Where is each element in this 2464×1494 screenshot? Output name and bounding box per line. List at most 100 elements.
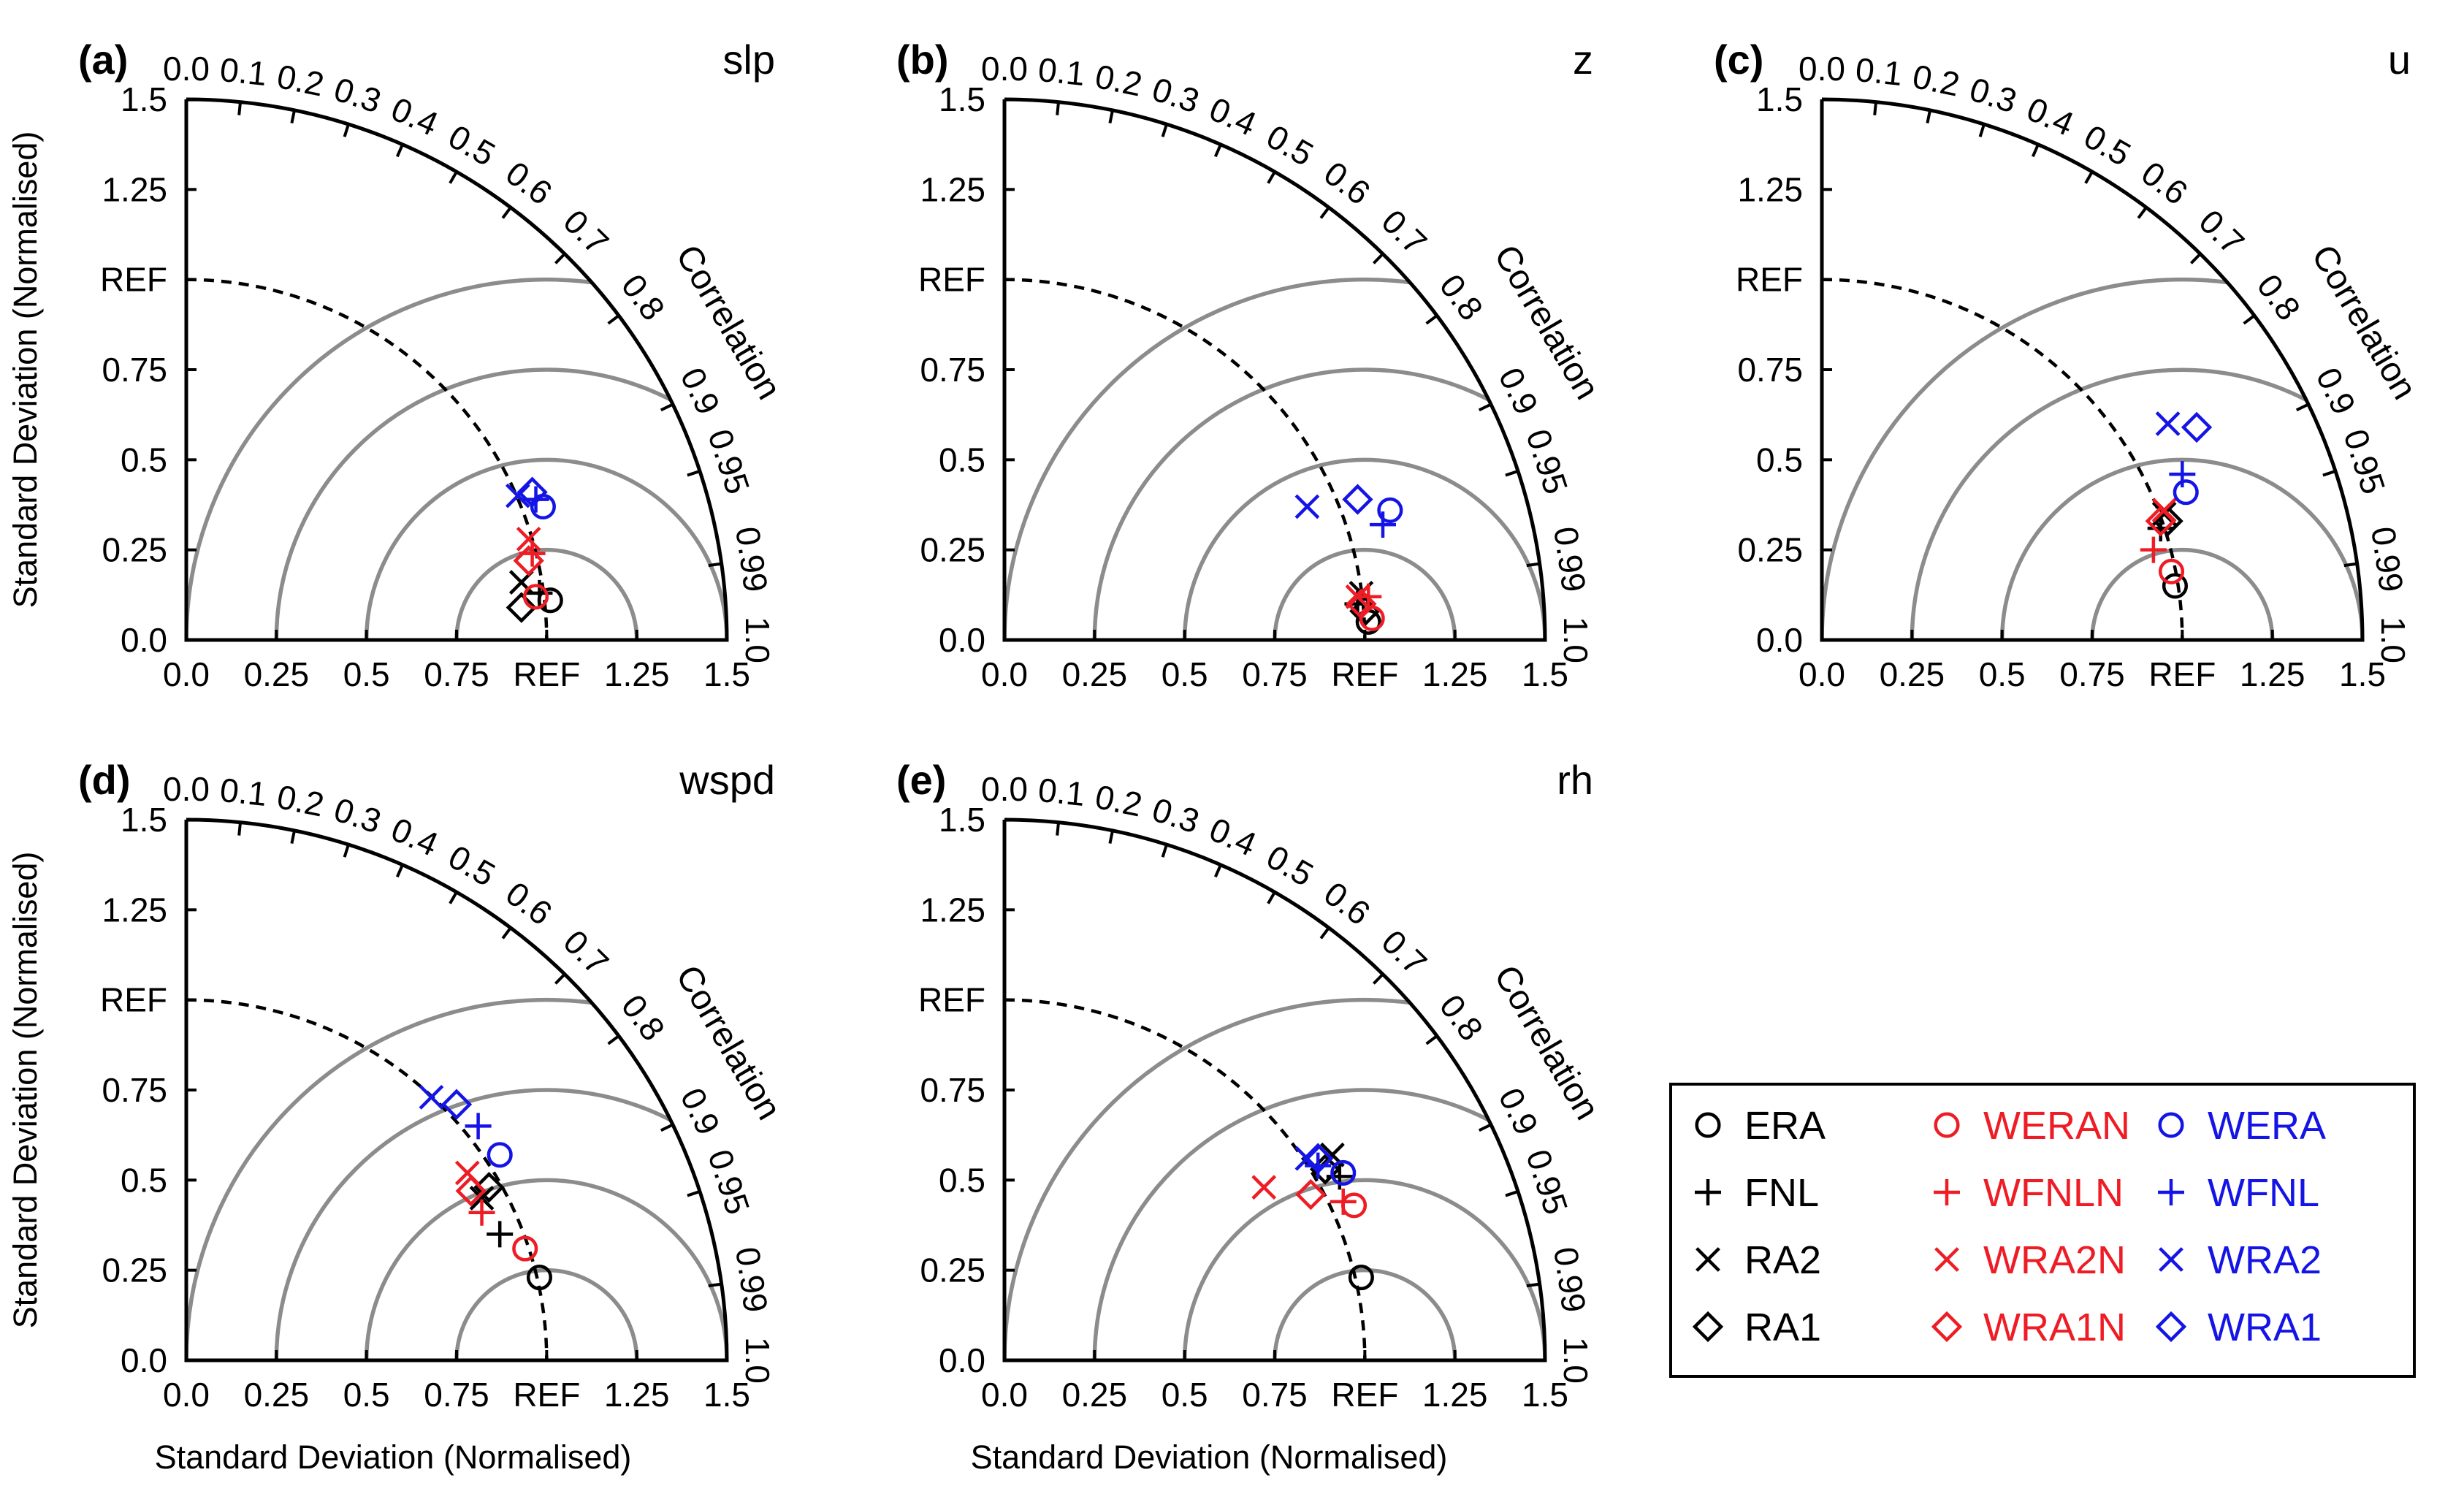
corr-tick xyxy=(554,973,566,985)
corr-tick-label: 1.0 xyxy=(739,617,777,663)
y-tick-label: 1.5 xyxy=(939,80,985,118)
corr-tick xyxy=(1372,253,1384,264)
legend-marker-era xyxy=(1695,1112,1721,1138)
legend-marker-ra2 xyxy=(1696,1247,1720,1272)
data-points xyxy=(1294,484,1403,635)
x-tick-label: 1.5 xyxy=(1522,655,1568,693)
corr-tick xyxy=(1267,891,1276,904)
axes-frame xyxy=(1002,817,1547,1362)
point-wra1 xyxy=(516,476,548,508)
point-wfnl xyxy=(1305,1152,1332,1179)
legend: ERA WERAN WERA FNL WFNLN WFNL RA2 WRA2N WRA2 RA1 W… xyxy=(1669,1083,2416,1378)
panel-variable: wspd xyxy=(679,757,775,803)
x-tick-label: 0.0 xyxy=(981,655,1028,693)
x-axis-title-right: Standard Deviation (Normalised) xyxy=(971,1438,1448,1476)
point-wera xyxy=(487,1142,513,1168)
panel-letter: (d) xyxy=(78,757,131,803)
x-tick-label: 0.0 xyxy=(163,1376,210,1414)
corr-tick xyxy=(1873,102,1877,115)
point-era xyxy=(526,1264,553,1291)
corr-tick-label: 1.0 xyxy=(739,1337,777,1384)
y-tick-label: 0.25 xyxy=(102,531,167,569)
point-era xyxy=(1348,1264,1374,1291)
panel-variable: rh xyxy=(1557,757,1593,803)
y-tick-label: 0.0 xyxy=(121,621,167,659)
point-wra1n xyxy=(1295,1178,1327,1211)
rms-arc xyxy=(1273,547,1457,640)
point-ra1 xyxy=(506,592,537,623)
corr-tick xyxy=(660,403,674,412)
corr-tick xyxy=(2189,253,2202,264)
corr-tick-label: 0.0 xyxy=(163,770,210,808)
corr-tick xyxy=(1425,1034,1438,1045)
rms-arc xyxy=(1004,997,1545,1360)
x-tick-label: 0.75 xyxy=(1242,655,1308,693)
x-tick-label: 1.25 xyxy=(604,655,670,693)
legend-marker-weran xyxy=(1934,1112,1960,1138)
corr-tick-label: 0.99 xyxy=(1546,1245,1593,1315)
rms-arc xyxy=(1092,1088,1545,1360)
x-tick-label: 0.5 xyxy=(1162,1376,1208,1414)
corr-tick-label: 0.99 xyxy=(2364,525,2411,595)
corr-tick xyxy=(2322,470,2336,477)
legend-label-wfnln: WFNLN xyxy=(1983,1171,2124,1215)
corr-tick xyxy=(2137,206,2148,219)
axes-frame xyxy=(1002,97,1547,642)
y-tick-label: 0.75 xyxy=(920,351,985,389)
point-wra1n xyxy=(455,1175,487,1207)
x-tick-label: 1.5 xyxy=(703,1376,750,1414)
y-tick-label: 1.5 xyxy=(121,80,167,118)
point-wra2 xyxy=(2155,411,2181,436)
corr-tick xyxy=(449,891,458,904)
legend-label-era: ERA xyxy=(1744,1104,1826,1148)
corr-tick xyxy=(708,562,722,568)
y-tick-label: 0.5 xyxy=(939,1161,985,1199)
x-tick-label: REF xyxy=(513,655,580,693)
x-tick-label: REF xyxy=(1331,1376,1398,1414)
reference-std-arc xyxy=(1004,998,1367,1361)
legend-marker-wra1n xyxy=(1931,1311,1963,1343)
y-tick-label: 0.25 xyxy=(1737,531,1803,569)
axes-frame xyxy=(1820,97,2365,642)
rms-arcs xyxy=(1004,277,1545,640)
point-wfnl xyxy=(465,1113,492,1140)
point-wfnl xyxy=(2169,461,2196,488)
corr-tick xyxy=(1108,110,1114,123)
legend-label-wera: WERA xyxy=(2208,1104,2326,1148)
corr-tick-label: 1.0 xyxy=(1557,617,1595,663)
x-tick-label: REF xyxy=(513,1376,580,1414)
corr-tick-label: 0.1 xyxy=(218,771,269,813)
x-tick-label: 0.0 xyxy=(163,655,210,693)
y-axis-title: Standard Deviation (Normalised) xyxy=(7,132,44,609)
x-tick-label: 1.25 xyxy=(2240,655,2305,693)
point-wfnln xyxy=(2140,536,2167,563)
point-wfnl xyxy=(1370,511,1396,538)
y-axis-title: Standard Deviation (Normalised) xyxy=(7,852,44,1329)
point-wfnln xyxy=(1330,1188,1357,1215)
corr-tick xyxy=(1213,864,1222,878)
corr-tick xyxy=(1319,206,1330,219)
point-wra1 xyxy=(440,1089,473,1120)
corr-tick xyxy=(501,926,512,940)
x-tick-label: 1.5 xyxy=(2339,655,2386,693)
legend-marker-ra1 xyxy=(1692,1311,1724,1343)
corr-tick xyxy=(1267,171,1276,184)
corr-tick-label: 0.1 xyxy=(218,50,269,93)
y-tick-label: 1.25 xyxy=(102,891,167,929)
y-tick-label: 0.25 xyxy=(102,1251,167,1289)
reference-std-arc xyxy=(1821,278,2184,641)
legend-marker-wera xyxy=(2158,1112,2184,1138)
corr-tick xyxy=(607,314,620,325)
point-fnl xyxy=(487,1221,514,1248)
data-points xyxy=(419,1084,553,1291)
corr-tick xyxy=(501,206,512,219)
data-points xyxy=(2140,411,2213,599)
corr-tick-label: 1.0 xyxy=(1557,1337,1595,1384)
panel-letter: (a) xyxy=(78,37,128,83)
legend-marker-wra2n xyxy=(1934,1247,1959,1272)
y-tick-label: 0.5 xyxy=(1756,441,1803,479)
rms-arc xyxy=(1092,367,1545,640)
rms-arc xyxy=(364,458,727,640)
legend-label-wra1: WRA1 xyxy=(2208,1306,2322,1349)
y-tick-label: REF xyxy=(100,261,167,299)
